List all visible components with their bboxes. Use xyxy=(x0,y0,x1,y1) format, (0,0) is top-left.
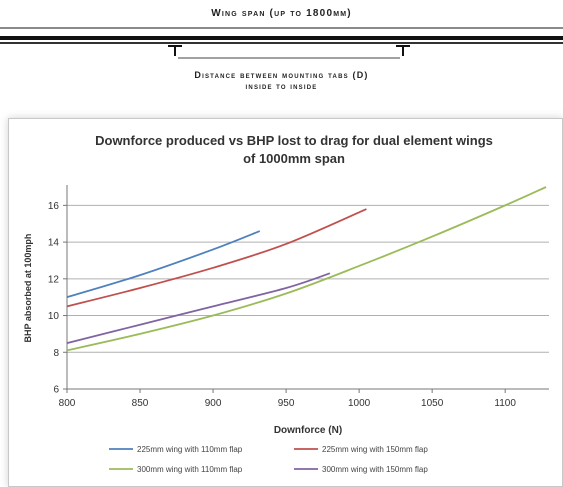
wing-diagram: Wing span (up to 1800mm) Distance betwee… xyxy=(0,0,563,112)
wing-lower-element xyxy=(0,42,563,44)
left-mounting-tab xyxy=(168,45,182,56)
y-tick-label: 6 xyxy=(53,385,59,396)
line-chart: 6 8 10 12 14 16 800 850 900 950 1000 1050 1100 Downfo… xyxy=(23,185,549,474)
x-tick-label: 900 xyxy=(205,398,222,409)
x-tick-label: 1050 xyxy=(421,398,444,409)
legend-label: 225mm wing with 110mm flap xyxy=(137,445,243,454)
chart-card: Downforce produced vs BHP lost to drag f… xyxy=(8,118,563,487)
y-tick-label: 12 xyxy=(48,274,60,285)
series-line xyxy=(66,186,547,352)
y-tick-label: 14 xyxy=(48,238,60,249)
legend-label: 225mm wing with 150mm flap xyxy=(322,445,428,454)
distance-sublabel: inside to inside xyxy=(245,82,318,91)
y-axis-label: BHP absorbed at 100mph xyxy=(23,234,33,343)
x-tick-label: 850 xyxy=(132,398,149,409)
chart-title-line1: Downforce produced vs BHP lost to drag f… xyxy=(95,133,493,148)
series-line xyxy=(66,230,261,299)
y-tick-label: 16 xyxy=(48,201,60,212)
x-tick-label: 800 xyxy=(59,398,76,409)
x-tick-label: 1100 xyxy=(494,398,516,409)
x-axis-label: Downforce (N) xyxy=(274,425,342,436)
wing-diagram-drawing xyxy=(0,27,563,59)
x-tick-label: 950 xyxy=(278,398,295,409)
legend-label: 300mm wing with 110mm flap xyxy=(137,465,243,474)
series-line xyxy=(66,208,367,308)
y-tick-label: 10 xyxy=(48,311,60,322)
right-mounting-tab xyxy=(396,45,410,56)
wing-span-label: Wing span (up to 1800mm) xyxy=(211,8,352,19)
legend-label: 300mm wing with 150mm flap xyxy=(322,465,428,474)
x-tick-label: 1000 xyxy=(348,398,371,409)
series-line xyxy=(66,272,331,344)
wing-upper-element xyxy=(0,36,563,40)
chart-title-line2: of 1000mm span xyxy=(243,151,345,166)
y-tick-label: 8 xyxy=(53,348,59,359)
distance-label: Distance between mounting tabs (D) xyxy=(194,70,369,80)
